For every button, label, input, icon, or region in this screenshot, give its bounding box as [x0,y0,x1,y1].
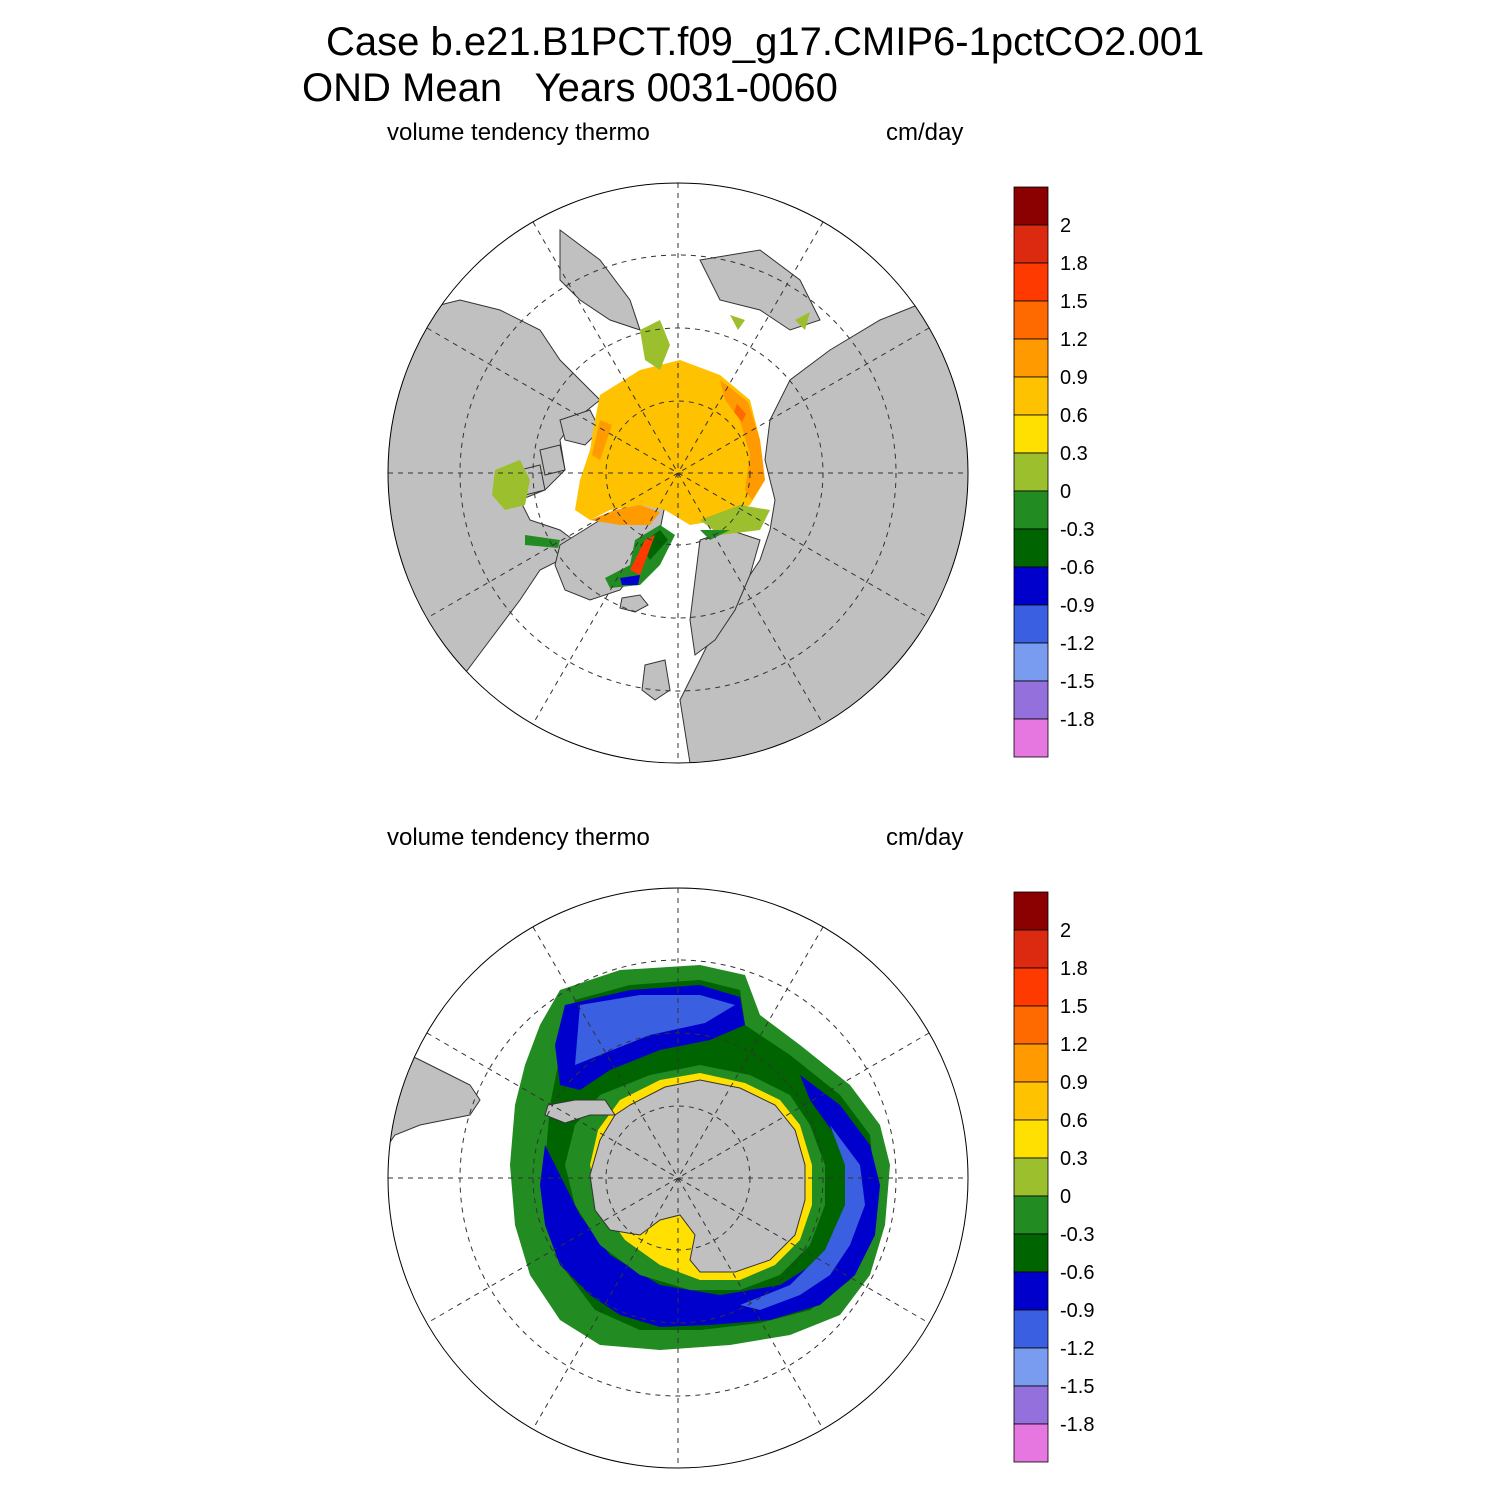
north-colorbar-swatch [1013,566,1049,606]
figure-title-period: OND Mean Years 0031-0060 [302,66,838,110]
north-colorbar-tick-label: 0.3 [1060,443,1088,465]
colorbar-north: 2 1.8 1.5 1.2 0.9 0.6 0.3 0 -0.3 -0.6 -0.9 -1.2 -1.5… [1013,186,1094,758]
north-colorbar-tick-label: 1.2 [1060,329,1088,351]
south-colorbar-tick-label: 1.5 [1060,996,1088,1018]
south-colorbar-swatch [1013,1347,1049,1387]
north-colorbar-tick-label: 0 [1060,481,1071,503]
south-colorbar-swatch [1013,1233,1049,1273]
south-panel-units-label: cm/day [886,824,964,851]
north-colorbar-swatch [1013,528,1049,568]
antarctic-polar-map: 2 1.8 1.5 1.2 0.9 0.6 0.3 0 -0.3 -0.6 -0.9 -1.2 -1.5… [387,887,1094,1469]
north-colorbar-tick-label: -0.6 [1060,557,1094,579]
south-colorbar-swatch [1013,1081,1049,1121]
south-colorbar-tick-label: -1.5 [1060,1376,1094,1398]
south-colorbar-tick-label: 1.8 [1060,958,1088,980]
north-colorbar-swatch [1013,718,1049,758]
antarctica-land [589,1079,806,1273]
south-colorbar-tick-label: -0.3 [1060,1224,1094,1246]
map-boundary-north [387,182,969,764]
north-colorbar-swatch [1013,262,1049,302]
figure-title-case: Case b.e21.B1PCT.f09_g17.CMIP6-1pctCO2.0… [326,20,1205,64]
south-colorbar-tick-label: 0 [1060,1186,1071,1208]
north-colorbar-tick-label: -0.9 [1060,595,1094,617]
north-colorbar-swatch [1013,224,1049,264]
north-colorbar-swatch [1013,414,1049,454]
north-colorbar-tick-label: -1.5 [1060,671,1094,693]
north-colorbar-tick-label: -1.8 [1060,709,1094,731]
north-colorbar-tick-label: 1.8 [1060,253,1088,275]
south-colorbar-swatch [1013,1271,1049,1311]
north-colorbar-tick-label: 2 [1060,215,1071,237]
south-colorbar-swatch [1013,1043,1049,1083]
south-colorbar-tick-label: 0.3 [1060,1148,1088,1170]
colorbar-south: 2 1.8 1.5 1.2 0.9 0.6 0.3 0 -0.3 -0.6 -0.9 -1.2 -1.5… [1013,891,1094,1463]
north-panel-units-label: cm/day [886,119,964,146]
south-colorbar-swatch [1013,1423,1049,1463]
antarctic-peninsula-land [544,1099,616,1124]
south-colorbar-swatch [1013,1385,1049,1425]
south-colorbar-swatch [1013,1309,1049,1349]
north-colorbar-swatch [1013,452,1049,492]
south-america-land [388,1044,481,1147]
south-colorbar-swatch [1013,967,1049,1007]
south-colorbar-tick-label: 1.2 [1060,1034,1088,1056]
north-colorbar-tick-label: -0.3 [1060,519,1094,541]
north-colorbar-swatch [1013,604,1049,644]
graticule-north [388,183,968,763]
south-colorbar-swatch [1013,1195,1049,1235]
north-colorbar-tick-label: -1.2 [1060,633,1094,655]
south-colorbar-swatch [1013,1119,1049,1159]
south-colorbar-tick-label: -1.2 [1060,1338,1094,1360]
north-colorbar-swatch [1013,680,1049,720]
graticule-south [388,888,968,1468]
north-colorbar-swatch [1013,338,1049,378]
north-colorbar-tick-label: 0.9 [1060,367,1088,389]
north-colorbar-tick-label: 1.5 [1060,291,1088,313]
south-colorbar-tick-label: -1.8 [1060,1414,1094,1436]
north-colorbar-swatch [1013,642,1049,682]
south-colorbar-swatch [1013,891,1049,931]
south-panel-left-label: volume tendency thermo [387,824,650,851]
north-colorbar-tick-label: 0.6 [1060,405,1088,427]
south-colorbar-swatch [1013,1157,1049,1197]
north-colorbar-swatch [1013,186,1049,226]
south-colorbar-swatch [1013,929,1049,969]
arctic-polar-map: 2 1.8 1.5 1.2 0.9 0.6 0.3 0 -0.3 -0.6 -0.9 -1.2 -1.5… [387,182,1094,764]
south-colorbar-tick-label: 2 [1060,920,1071,942]
south-colorbar-swatch [1013,1005,1049,1045]
south-colorbar-tick-label: 0.6 [1060,1110,1088,1132]
north-colorbar-swatch [1013,490,1049,530]
south-colorbar-tick-label: -0.9 [1060,1300,1094,1322]
south-colorbar-tick-label: -0.6 [1060,1262,1094,1284]
map-boundary-south [387,887,969,1469]
south-colorbar-tick-label: 0.9 [1060,1072,1088,1094]
north-panel-left-label: volume tendency thermo [387,119,650,146]
north-colorbar-swatch [1013,300,1049,340]
north-colorbar-swatch [1013,376,1049,416]
